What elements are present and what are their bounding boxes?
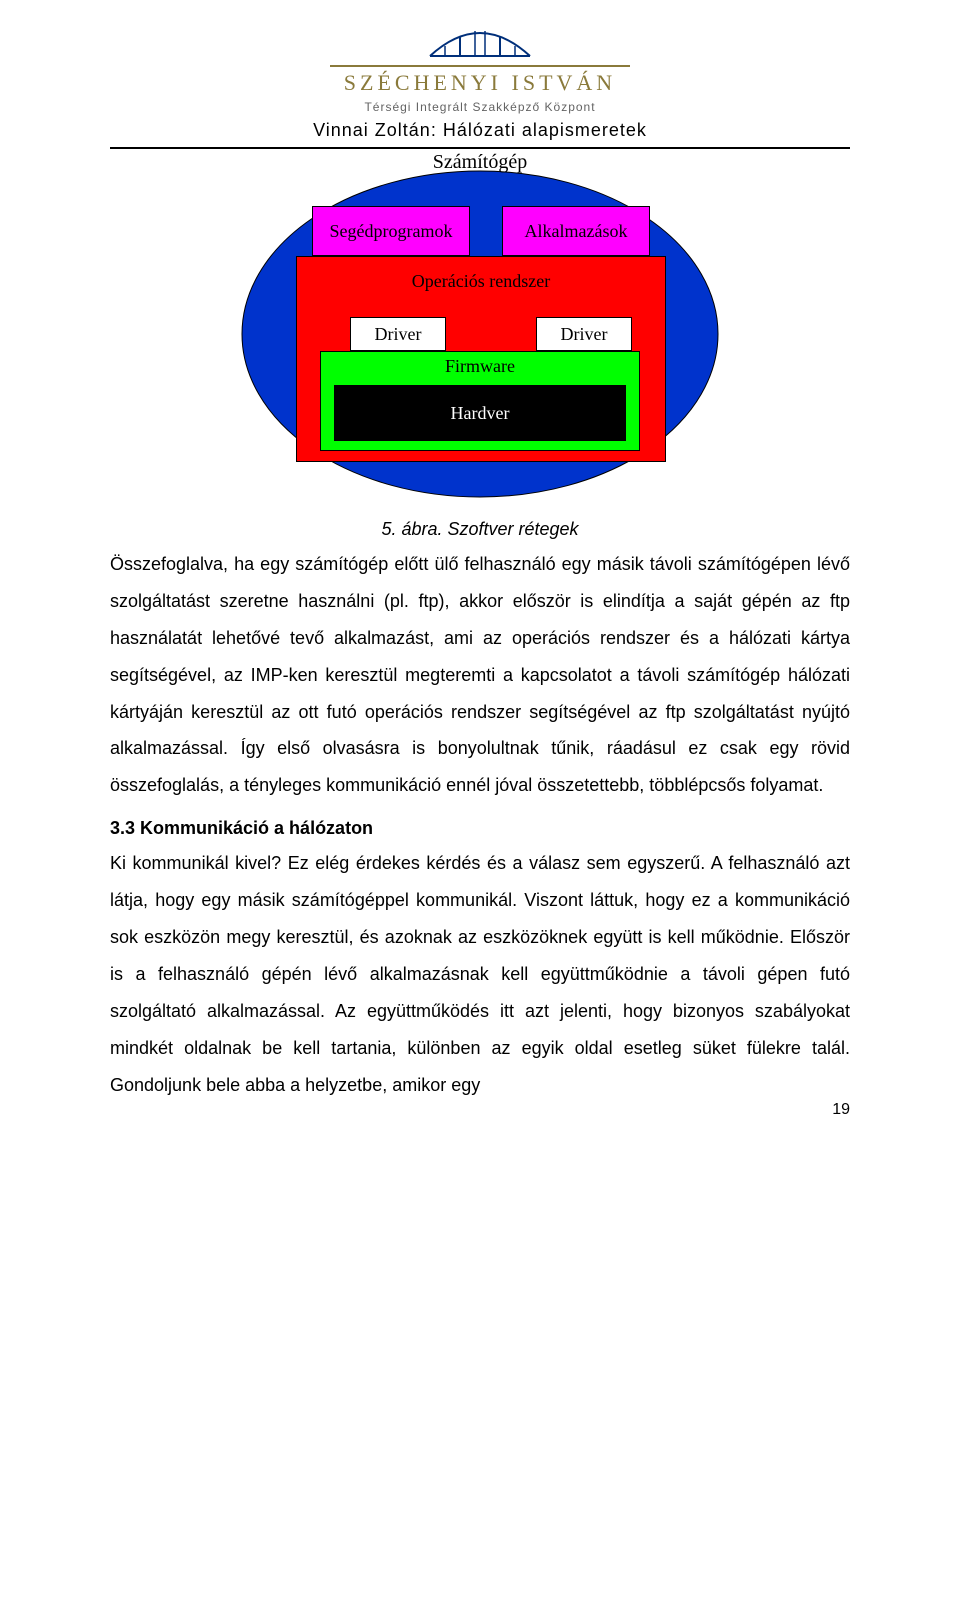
box-driver-left: Driver: [350, 317, 446, 351]
figure-caption: 5. ábra. Szoftver rétegek: [110, 519, 850, 540]
software-layers-diagram: Számítógép Segédprogramok Alkalmazások O…: [110, 151, 850, 491]
page-header: SZÉCHENYI ISTVÁN Térségi Integrált Szakk…: [110, 22, 850, 149]
paragraph-1: Összefoglalva, ha egy számítógép előtt ü…: [110, 546, 850, 804]
box-driver-right: Driver: [536, 317, 632, 351]
box-alkalmazasok: Alkalmazások: [502, 206, 650, 256]
institution-subtitle: Térségi Integrált Szakképző Központ: [110, 100, 850, 114]
paragraph-2: Ki kommunikál kivel? Ez elég érdekes kér…: [110, 845, 850, 1103]
document-title: Vinnai Zoltán: Hálózati alapismeretek: [110, 120, 850, 141]
institution-name: SZÉCHENYI ISTVÁN: [110, 70, 850, 96]
bridge-logo-icon: [110, 22, 850, 58]
page: SZÉCHENYI ISTVÁN Térségi Integrált Szakk…: [0, 0, 960, 1133]
title-underline: [110, 147, 850, 149]
page-number: 19: [832, 1101, 850, 1119]
diagram-canvas: Számítógép Segédprogramok Alkalmazások O…: [240, 151, 720, 491]
box-segedprogramok: Segédprogramok: [312, 206, 470, 256]
box-hardver: Hardver: [334, 385, 626, 441]
diagram-label-computer: Számítógép: [240, 151, 720, 174]
section-heading-3-3: 3.3 Kommunikáció a hálózaton: [110, 818, 850, 839]
header-divider-icon: [110, 64, 850, 68]
